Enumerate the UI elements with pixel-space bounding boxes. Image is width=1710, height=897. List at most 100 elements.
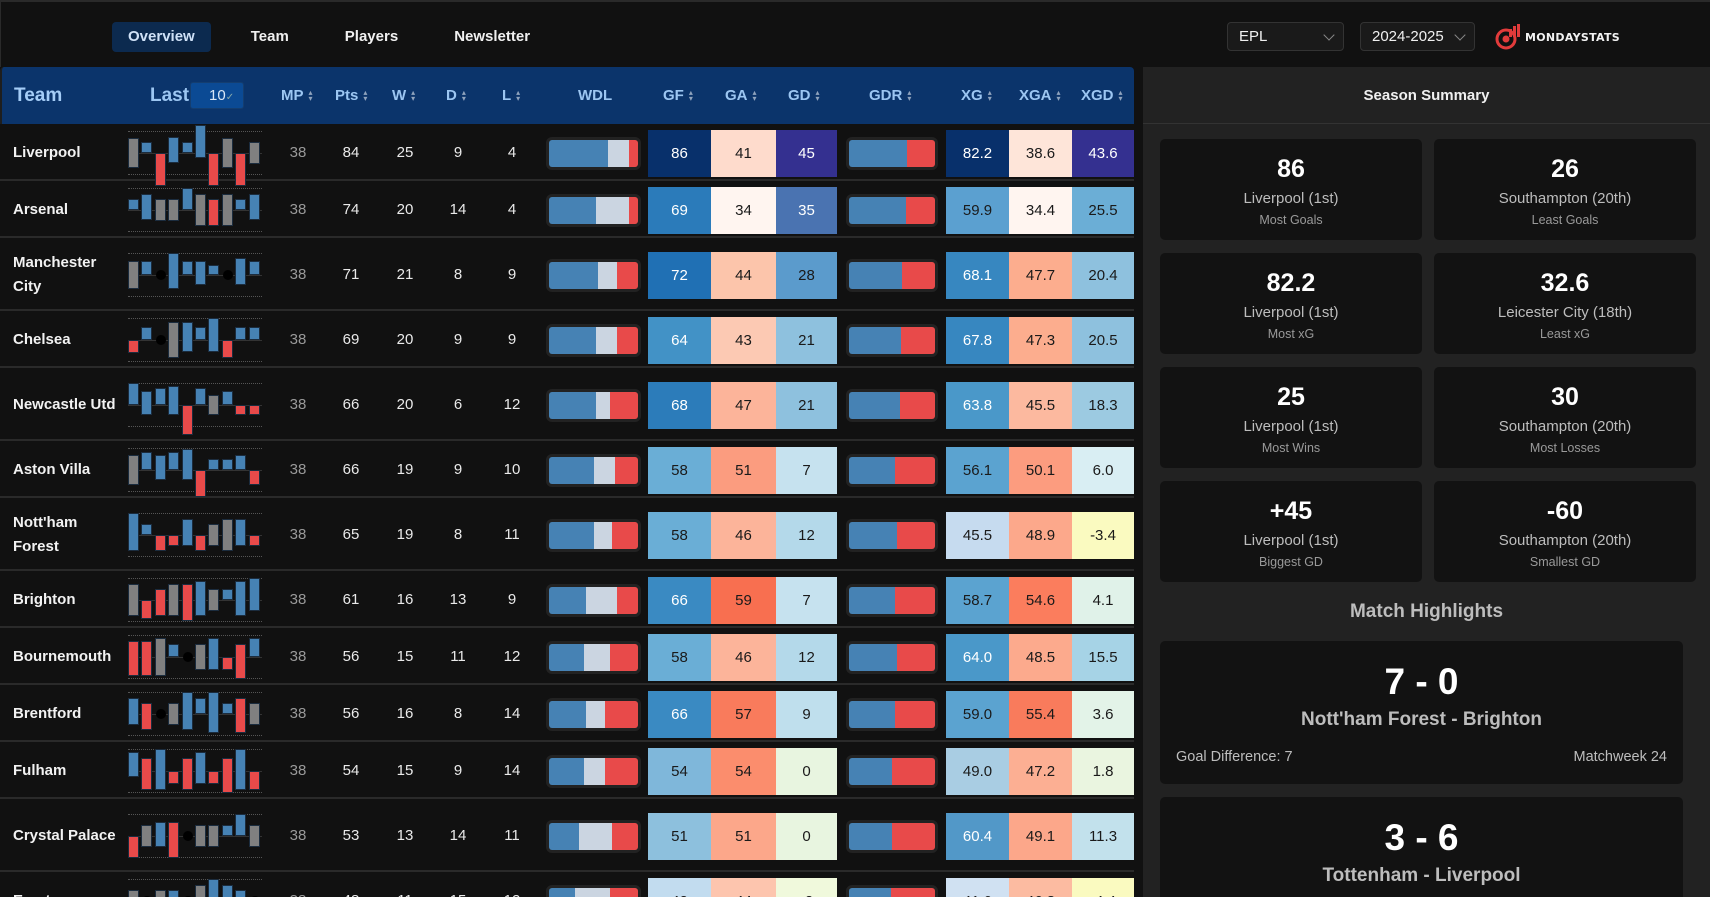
wdl-draw-segment	[579, 823, 613, 850]
cell-xga: 45.5	[1009, 382, 1072, 429]
team-name[interactable]: Brighton	[13, 571, 125, 628]
team-name[interactable]: Liverpool	[13, 124, 125, 181]
header-gd[interactable]: GD ▴ ▾	[788, 67, 820, 124]
season-select[interactable]: 2024-2025	[1360, 22, 1475, 51]
match-highlight-card[interactable]: 3 - 6 Tottenham - Liverpool	[1160, 797, 1683, 897]
table-row[interactable]: Newcastle Utd 38 66 20 6 12 68 47 21 63.8 45.5 18.…	[0, 368, 1134, 441]
wdl-draw-segment	[593, 457, 615, 484]
nav-team[interactable]: Team	[250, 28, 289, 45]
table-row[interactable]: Bournemouth 38 56 15 11 12 58 46 12 64.0 48.5 15.5	[0, 628, 1134, 685]
cell-xg: 63.8	[946, 382, 1009, 429]
form-guide-bottom	[128, 296, 262, 297]
nav-newsletter[interactable]: Newsletter	[454, 28, 531, 45]
table-row[interactable]: Arsenal 38 74 20 14 4 69 34 35 59.9 34.4 25.5	[0, 181, 1134, 238]
form-bar-win	[168, 644, 180, 657]
form-bar-win	[195, 752, 206, 784]
team-name[interactable]: Chelsea	[13, 311, 125, 368]
header-gf[interactable]: GF ▴ ▾	[663, 67, 693, 124]
form-guide-top	[128, 692, 262, 693]
table-row[interactable]: Crystal Palace 38 53 13 14 11 51 51 0 60.4 49.1 11…	[0, 799, 1134, 872]
table-row[interactable]: Chelsea 38 69 20 9 9 64 43 21 67.8 47.3 20.5	[0, 311, 1134, 368]
header-team[interactable]: Team	[14, 85, 63, 106]
team-name-label: Aston Villa	[13, 460, 91, 478]
cell-w: 16	[396, 705, 414, 722]
cell-gf: 68	[648, 382, 711, 429]
table-row[interactable]: Liverpool 38 84 25 9 4 86 41 45 82.2 38.6 43.6	[0, 124, 1134, 186]
gdr-for-segment	[849, 644, 898, 671]
form-bar-loss	[168, 771, 180, 784]
table-row[interactable]: Fulham 38 54 15 9 14 54 54 0 49.0 47.2 1.8	[0, 742, 1134, 799]
cell-l: 12	[503, 396, 521, 413]
cell-gf: 72	[648, 252, 711, 299]
header-xga[interactable]: XGA ▴ ▾	[1019, 67, 1061, 124]
standings-table: Team Last 10✓ MP ▴ ▾ Pts ▴ ▾ W ▴ ▾ D ▴ ▾ L ▴ ▾ WDL…	[0, 67, 1134, 897]
nav-players[interactable]: Players	[344, 28, 399, 45]
cell-w: 20	[396, 331, 414, 348]
cell-xg: 82.2	[946, 130, 1009, 177]
form-bar-draw	[141, 825, 153, 847]
header-xg[interactable]: XG ▴ ▾	[961, 67, 992, 124]
cell-gf: 58	[648, 634, 711, 681]
form-sparkline	[128, 124, 262, 186]
header-pts[interactable]: Pts ▴ ▾	[335, 67, 367, 124]
gdr-bar	[846, 194, 938, 227]
team-name[interactable]: Manchester City	[13, 238, 125, 311]
cell-xg: 49.0	[946, 748, 1009, 795]
cell-xga: 46.3	[1009, 878, 1072, 897]
wdl-bar	[546, 454, 641, 487]
form-guide-bottom	[128, 174, 262, 175]
cell-mp: 38	[289, 461, 307, 478]
cell-l: 9	[507, 591, 517, 608]
wdl-loss-segment	[612, 522, 638, 549]
team-name[interactable]: Crystal Palace	[13, 799, 125, 872]
table-row[interactable]: Brentford 38 56 16 8 14 66 57 9 59.0 55.4 3.6	[0, 685, 1134, 742]
table-row[interactable]: Manchester City 38 71 21 8 9 72 44 28 68.1 47.7 20…	[0, 238, 1134, 311]
table-row[interactable]: Everton 38 48 11 15 12 4244-2 41.046.3-4.4	[0, 872, 1134, 897]
team-name[interactable]: Fulham	[13, 742, 125, 799]
form-bar-loss	[181, 405, 193, 435]
cell-w: 13	[396, 827, 414, 844]
form-bar-win	[128, 199, 139, 210]
form-bar-win	[128, 698, 139, 725]
form-bar-win	[181, 188, 193, 210]
header-d[interactable]: D ▴ ▾	[446, 67, 466, 124]
form-bar-win	[195, 261, 206, 285]
header-w[interactable]: W ▴ ▾	[392, 67, 415, 124]
header-mp[interactable]: MP ▴ ▾	[281, 67, 313, 124]
match-highlights-title: Match Highlights	[1349, 601, 1504, 622]
header-l[interactable]: L ▴ ▾	[502, 67, 520, 124]
summary-team: Southampton (20th)	[1498, 190, 1632, 207]
gdr-for-segment	[849, 758, 892, 785]
header-gdr[interactable]: GDR ▴ ▾	[869, 67, 911, 124]
cell-pts: 61	[342, 591, 360, 608]
team-name[interactable]: Newcastle Utd	[13, 368, 125, 441]
header-xgd[interactable]: XGD ▴ ▾	[1081, 67, 1123, 124]
team-name-label: Manchester City	[13, 253, 97, 295]
team-name[interactable]: Arsenal	[13, 181, 125, 238]
header-gf-label: GF	[663, 87, 684, 104]
form-midline	[128, 714, 262, 715]
table-row[interactable]: Brighton 38 61 16 13 9 66 59 7 58.7 54.6 4.1	[0, 571, 1134, 628]
team-name[interactable]: Brentford	[13, 685, 125, 742]
form-bar-loss	[181, 584, 193, 621]
wdl-draw-segment	[586, 701, 606, 728]
form-guide-bottom	[128, 621, 262, 622]
mondaystats-logo[interactable]: MONDAYSTATS	[1495, 22, 1620, 52]
team-name[interactable]: Bournemouth	[13, 628, 125, 685]
form-bar-win	[168, 452, 180, 470]
form-bar-draw	[248, 825, 260, 847]
cell-d: 9	[453, 461, 463, 478]
header-ga[interactable]: GA ▴ ▾	[725, 67, 757, 124]
table-row[interactable]: Nott'ham Forest 38 65 19 8 11 58 46 12 45.5 48.9-…	[0, 498, 1134, 571]
team-name[interactable]: Aston Villa	[13, 441, 125, 498]
league-select[interactable]: EPL	[1227, 22, 1344, 51]
table-row[interactable]: Aston Villa 38 66 19 9 10 58 51 7 56.1 50.1 6.0	[0, 441, 1134, 498]
last-n-select[interactable]: 10✓	[190, 82, 244, 109]
header-ga-label: GA	[725, 87, 748, 104]
team-name[interactable]: Everton	[13, 872, 125, 897]
form-bar-draw	[154, 638, 166, 676]
nav-overview[interactable]: Overview	[112, 22, 211, 52]
team-name[interactable]: Nott'ham Forest	[13, 498, 125, 571]
match-highlight-card[interactable]: 7 - 0 Nott'ham Forest - Brighton Goal Di…	[1160, 641, 1683, 784]
form-guide-bottom	[128, 678, 262, 679]
